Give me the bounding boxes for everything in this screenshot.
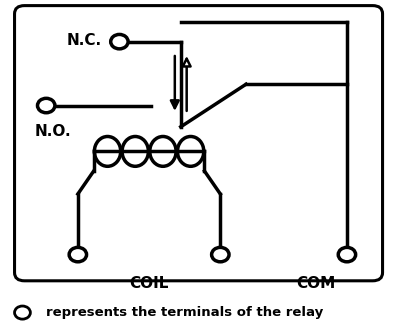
Circle shape bbox=[212, 247, 229, 262]
FancyBboxPatch shape bbox=[14, 6, 382, 281]
Circle shape bbox=[111, 35, 128, 49]
Circle shape bbox=[38, 98, 55, 113]
Text: represents the terminals of the relay: represents the terminals of the relay bbox=[46, 306, 324, 319]
Text: N.C.: N.C. bbox=[66, 33, 102, 47]
Text: COIL: COIL bbox=[129, 276, 169, 291]
Circle shape bbox=[338, 247, 356, 262]
Circle shape bbox=[69, 247, 86, 262]
Text: COM: COM bbox=[296, 276, 335, 291]
Text: N.O.: N.O. bbox=[34, 124, 71, 139]
Circle shape bbox=[14, 306, 30, 319]
